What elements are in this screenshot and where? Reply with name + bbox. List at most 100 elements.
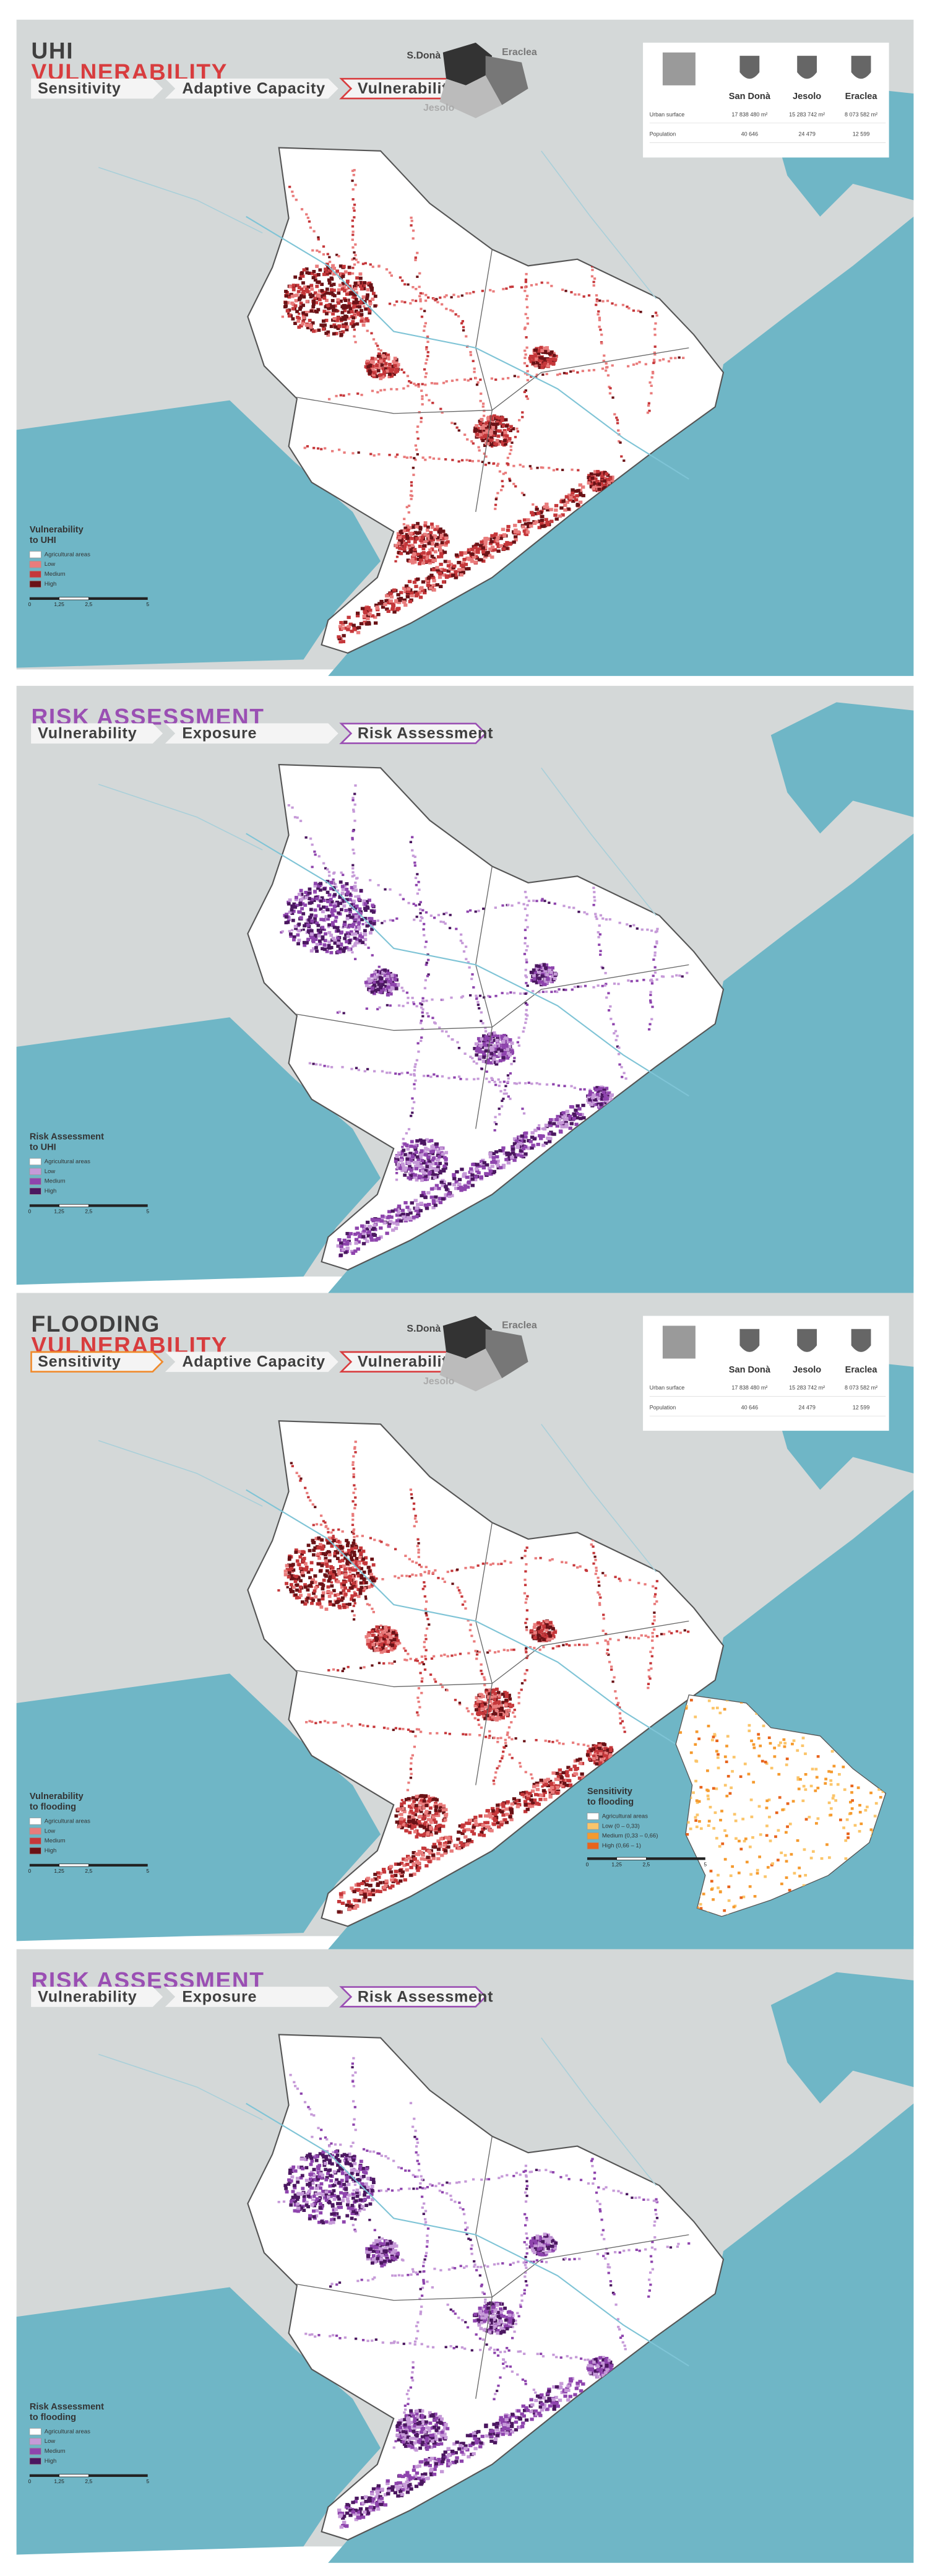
- building: [322, 1520, 325, 1523]
- building: [311, 1503, 314, 1506]
- building: [423, 544, 427, 548]
- building: [322, 296, 327, 300]
- building: [327, 940, 332, 944]
- building: [519, 992, 522, 995]
- building: [407, 1154, 411, 1158]
- coast-building: [506, 524, 511, 529]
- building: [436, 301, 439, 304]
- building: [520, 1682, 524, 1685]
- building: [424, 979, 428, 982]
- building: [480, 1067, 483, 1070]
- building: [378, 979, 382, 983]
- building: [408, 1575, 411, 1578]
- building: [351, 198, 355, 201]
- building: [310, 898, 314, 901]
- coast-building: [480, 1160, 484, 1164]
- coast-building: [479, 1176, 483, 1180]
- building: [543, 900, 546, 903]
- building: [351, 889, 355, 891]
- building: [292, 938, 296, 942]
- building: [355, 258, 358, 261]
- building: [394, 1072, 397, 1075]
- building: [351, 945, 355, 948]
- building: [352, 1618, 356, 1621]
- building: [352, 207, 355, 209]
- building: [595, 298, 598, 301]
- coast-building: [469, 555, 474, 558]
- building: [582, 1644, 585, 1646]
- building: [374, 342, 377, 345]
- building: [483, 1676, 486, 1679]
- coast-building: [578, 1112, 582, 1117]
- building: [320, 288, 324, 293]
- building: [423, 540, 427, 544]
- building: [488, 1735, 491, 1737]
- building: [408, 1151, 413, 1155]
- building: [343, 309, 347, 313]
- building: [301, 289, 306, 293]
- coast-building: [421, 580, 426, 584]
- building: [303, 903, 308, 907]
- building: [496, 1043, 501, 1046]
- building: [366, 288, 370, 292]
- building: [426, 525, 430, 529]
- coast-building: [493, 540, 497, 544]
- building: [343, 314, 347, 318]
- building: [536, 352, 541, 356]
- coast-building: [546, 523, 550, 527]
- coast-building: [490, 555, 494, 559]
- building: [428, 559, 432, 563]
- coast-building: [545, 506, 549, 510]
- scale-label: 0: [28, 601, 32, 607]
- building: [493, 1737, 496, 1739]
- building: [504, 1039, 509, 1043]
- building: [413, 861, 416, 864]
- building: [336, 326, 340, 331]
- building: [662, 1633, 666, 1636]
- building: [314, 1722, 317, 1725]
- building: [370, 990, 374, 994]
- building: [527, 900, 531, 903]
- building: [424, 458, 427, 461]
- building: [411, 997, 414, 999]
- coast-building: [473, 1163, 478, 1166]
- building: [396, 982, 400, 986]
- coast-building: [446, 569, 451, 573]
- coast-building: [406, 589, 410, 594]
- building: [618, 1052, 621, 1056]
- building: [420, 536, 424, 539]
- step-label: Sensitivity: [38, 80, 121, 97]
- building: [682, 357, 685, 359]
- building: [480, 1011, 483, 1014]
- coast-building: [432, 583, 436, 588]
- building: [303, 943, 307, 947]
- building: [611, 364, 614, 367]
- row-label: Urban surface: [650, 111, 685, 118]
- building: [413, 1065, 416, 1069]
- building: [647, 1636, 650, 1639]
- building: [325, 287, 329, 291]
- building: [397, 542, 401, 545]
- coast-building: [532, 521, 537, 525]
- coast-building: [426, 576, 431, 580]
- building: [489, 1034, 494, 1038]
- building: [299, 301, 303, 305]
- building: [427, 536, 431, 540]
- building: [371, 1563, 376, 1567]
- coast-building: [489, 540, 494, 544]
- building: [316, 297, 320, 300]
- building: [494, 508, 497, 510]
- building: [336, 929, 340, 933]
- building: [489, 288, 492, 292]
- building: [541, 991, 545, 993]
- legend-swatch: [29, 1158, 41, 1166]
- building: [472, 1566, 475, 1569]
- coast-building: [454, 1180, 459, 1184]
- building: [609, 1005, 612, 1008]
- coast-building: [578, 483, 582, 487]
- building: [650, 384, 653, 388]
- building: [527, 1082, 530, 1084]
- cell: 40 646: [741, 131, 759, 137]
- building: [418, 903, 421, 906]
- building: [623, 1726, 626, 1729]
